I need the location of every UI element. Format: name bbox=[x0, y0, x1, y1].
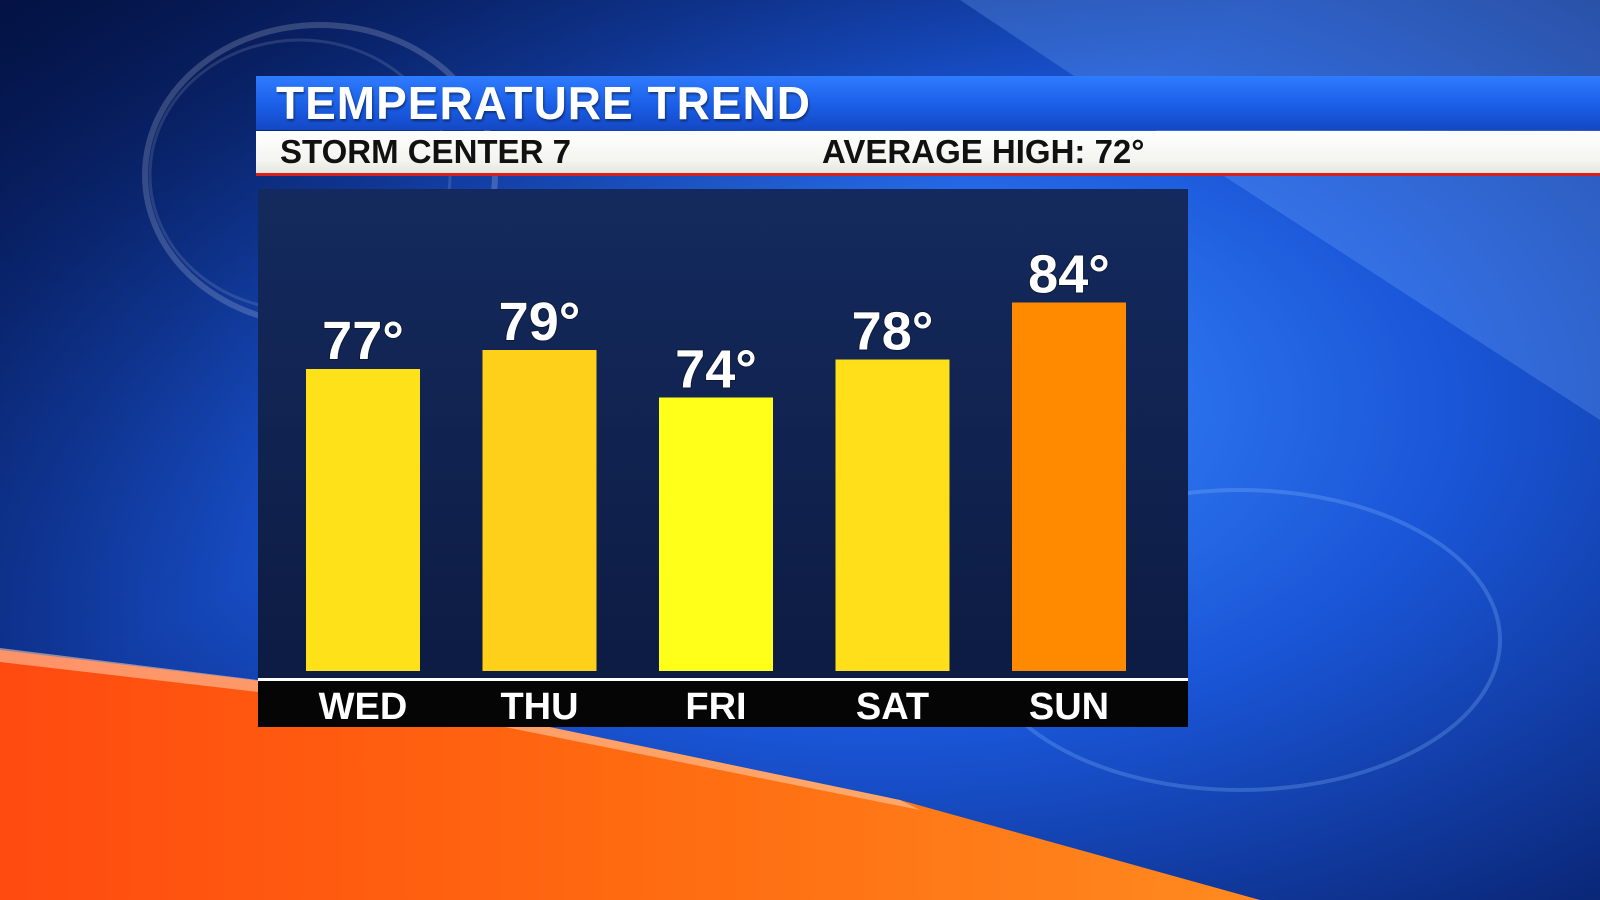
value-label-sun: 84° bbox=[1028, 245, 1110, 305]
subtitle-bar: STORM CENTER 7 AVERAGE HIGH: 72° bbox=[256, 131, 1600, 176]
bar-sun bbox=[1012, 302, 1126, 671]
x-tick-sun: SUN bbox=[1029, 686, 1109, 727]
bar-wed bbox=[306, 369, 420, 671]
x-tick-wed: WED bbox=[319, 686, 408, 727]
average-high: AVERAGE HIGH: 72° bbox=[822, 133, 1145, 170]
value-label-wed: 77° bbox=[322, 311, 404, 371]
bar-sat bbox=[835, 359, 950, 671]
x-tick-sat: SAT bbox=[856, 686, 929, 727]
bar-thu bbox=[482, 350, 597, 671]
axis-line bbox=[258, 678, 1188, 681]
bar-fri bbox=[659, 397, 773, 671]
bar-chart: 77° WED 79° THU 74° FRI 78° SAT 84° SUN bbox=[258, 189, 1188, 727]
chart-title: TEMPERATURE TREND bbox=[276, 77, 811, 129]
value-label-fri: 74° bbox=[675, 340, 757, 400]
background-orange-highlight bbox=[0, 648, 920, 810]
x-tick-fri: FRI bbox=[685, 686, 746, 727]
chart-panel: 77° WED 79° THU 74° FRI 78° SAT 84° SUN bbox=[258, 189, 1188, 727]
value-label-sat: 78° bbox=[852, 302, 934, 362]
value-label-thu: 79° bbox=[499, 292, 581, 352]
axis-band bbox=[258, 681, 1188, 727]
title-bar: TEMPERATURE TREND bbox=[256, 76, 1600, 130]
station-name: STORM CENTER 7 bbox=[280, 133, 571, 170]
bars-layer: 77° WED 79° THU 74° FRI 78° SAT 84° SUN bbox=[306, 244, 1126, 727]
x-tick-thu: THU bbox=[500, 686, 578, 727]
